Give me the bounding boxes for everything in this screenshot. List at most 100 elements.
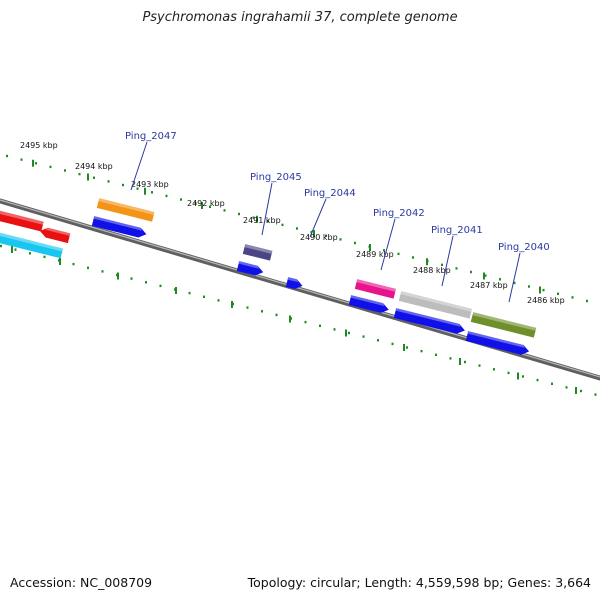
olive-gene-bar [470, 312, 537, 338]
gene-label: Ping_2044 [304, 188, 356, 199]
lower-track-dot [493, 368, 495, 371]
blue-cds-arrow-shine [287, 277, 299, 283]
scale-dot [6, 154, 8, 158]
scale-label: 2487 kbp [470, 281, 508, 290]
lower-track-dot [87, 266, 89, 269]
blue-cds-arrow [393, 308, 465, 334]
lower-track-dot [522, 375, 524, 378]
scale-dot [586, 299, 588, 303]
lower-track-dot [159, 284, 162, 288]
scale-dot [64, 169, 66, 172]
lower-track-dot [275, 313, 278, 317]
scale-dot [78, 172, 81, 176]
gray-gene-bar [398, 291, 472, 319]
red-gene-arrow-shine [45, 227, 71, 236]
cyan-gene-bar [0, 232, 64, 259]
slate-gene-bar [242, 244, 273, 261]
scale-dot [557, 292, 559, 295]
scale-dot [165, 194, 168, 198]
lower-track-dot [449, 357, 452, 360]
gene-label: Ping_2042 [373, 208, 425, 219]
magenta-gene-bar [354, 279, 396, 299]
blue-cds-arrow-shine [238, 261, 259, 269]
lower-track-dot [217, 299, 220, 302]
scale-label: 2489 kbp [356, 250, 394, 259]
lower-track-dot [478, 364, 481, 367]
lower-track-dot [391, 342, 394, 346]
scale-dot [412, 256, 414, 259]
magenta-gene-bar-shine [356, 279, 396, 292]
lower-track-dot [14, 248, 17, 251]
red-gene-bar [0, 210, 44, 232]
scale-dot [49, 165, 52, 169]
lower-track-dot [536, 378, 539, 382]
red-gene-arrow [40, 227, 71, 244]
scale-dot [542, 288, 545, 292]
scale-dot [136, 187, 139, 190]
scale-label: 2493 kbp [131, 180, 169, 189]
scale-dot [93, 176, 95, 179]
lower-track-dot [145, 281, 147, 284]
lower-track-dot [464, 360, 466, 364]
blue-cds-arrow [236, 261, 264, 276]
lower-track-dot [435, 353, 437, 356]
scale-label: 2492 kbp [187, 199, 225, 208]
scale-dot [281, 223, 284, 227]
scale-dot [528, 285, 530, 288]
genome-summary-text: Topology: circular; Length: 4,559,598 bp… [247, 575, 591, 590]
lower-track-dot [261, 310, 263, 313]
lower-track-dot [0, 244, 2, 248]
lower-track-dot [420, 349, 423, 353]
lower-track-dot [551, 382, 553, 385]
scale-dot [238, 212, 240, 216]
scale-dot [484, 274, 487, 277]
lower-track-dot [203, 295, 205, 298]
lower-track-dot [130, 277, 133, 280]
lower-track-dot [594, 393, 597, 396]
cyan-gene-bar-shine [0, 232, 64, 252]
lower-track-dot [406, 346, 408, 349]
lower-track-dot [304, 320, 307, 324]
scale-dot [209, 205, 211, 208]
scale-label: 2494 kbp [75, 162, 113, 171]
scale-dot [455, 267, 458, 270]
gene-label: Ping_2040 [498, 242, 550, 253]
scale-dot [107, 180, 110, 183]
scale-dot [571, 296, 574, 299]
scale-dot [513, 281, 516, 285]
scale-dot [194, 201, 197, 205]
gene-label: Ping_2047 [125, 131, 177, 142]
lower-track-dot [43, 255, 46, 259]
red-gene-bar-shine [0, 210, 44, 225]
lower-track-dot [188, 291, 191, 295]
orange-gene-bar-shine [98, 198, 155, 215]
slate-gene-bar-shine [244, 244, 273, 254]
scale-label: 2490 kbp [300, 233, 338, 242]
scale-dot [499, 278, 501, 281]
scale-dot [470, 270, 472, 274]
blue-cds-arrow-shine [467, 331, 525, 348]
lower-track-dot [362, 335, 365, 338]
scale-dot [296, 227, 298, 230]
gene-label: Ping_2041 [431, 225, 483, 236]
gene-label: Ping_2045 [250, 172, 302, 183]
blue-cds-arrow [285, 277, 303, 289]
orange-gene-bar [96, 198, 155, 222]
lower-track-dot [319, 324, 321, 327]
lower-track-dot [333, 328, 336, 331]
scale-dot [397, 252, 400, 256]
blue-cds-arrow [91, 216, 147, 238]
scale-label: 2495 kbp [20, 141, 58, 150]
scale-dot [354, 241, 356, 245]
scale-label: 2488 kbp [413, 266, 451, 275]
gray-gene-bar-shine [400, 291, 472, 312]
blue-cds-arrow-shine [350, 295, 385, 307]
gene-label-leader [441, 235, 454, 287]
lower-track-dot [29, 252, 31, 255]
map-title: Psychromonas ingrahamii 37, complete gen… [142, 10, 458, 25]
scale-dot [325, 234, 327, 237]
scale-dot [339, 238, 342, 241]
blue-cds-arrow [348, 295, 389, 313]
gene-label-leader [261, 182, 273, 236]
